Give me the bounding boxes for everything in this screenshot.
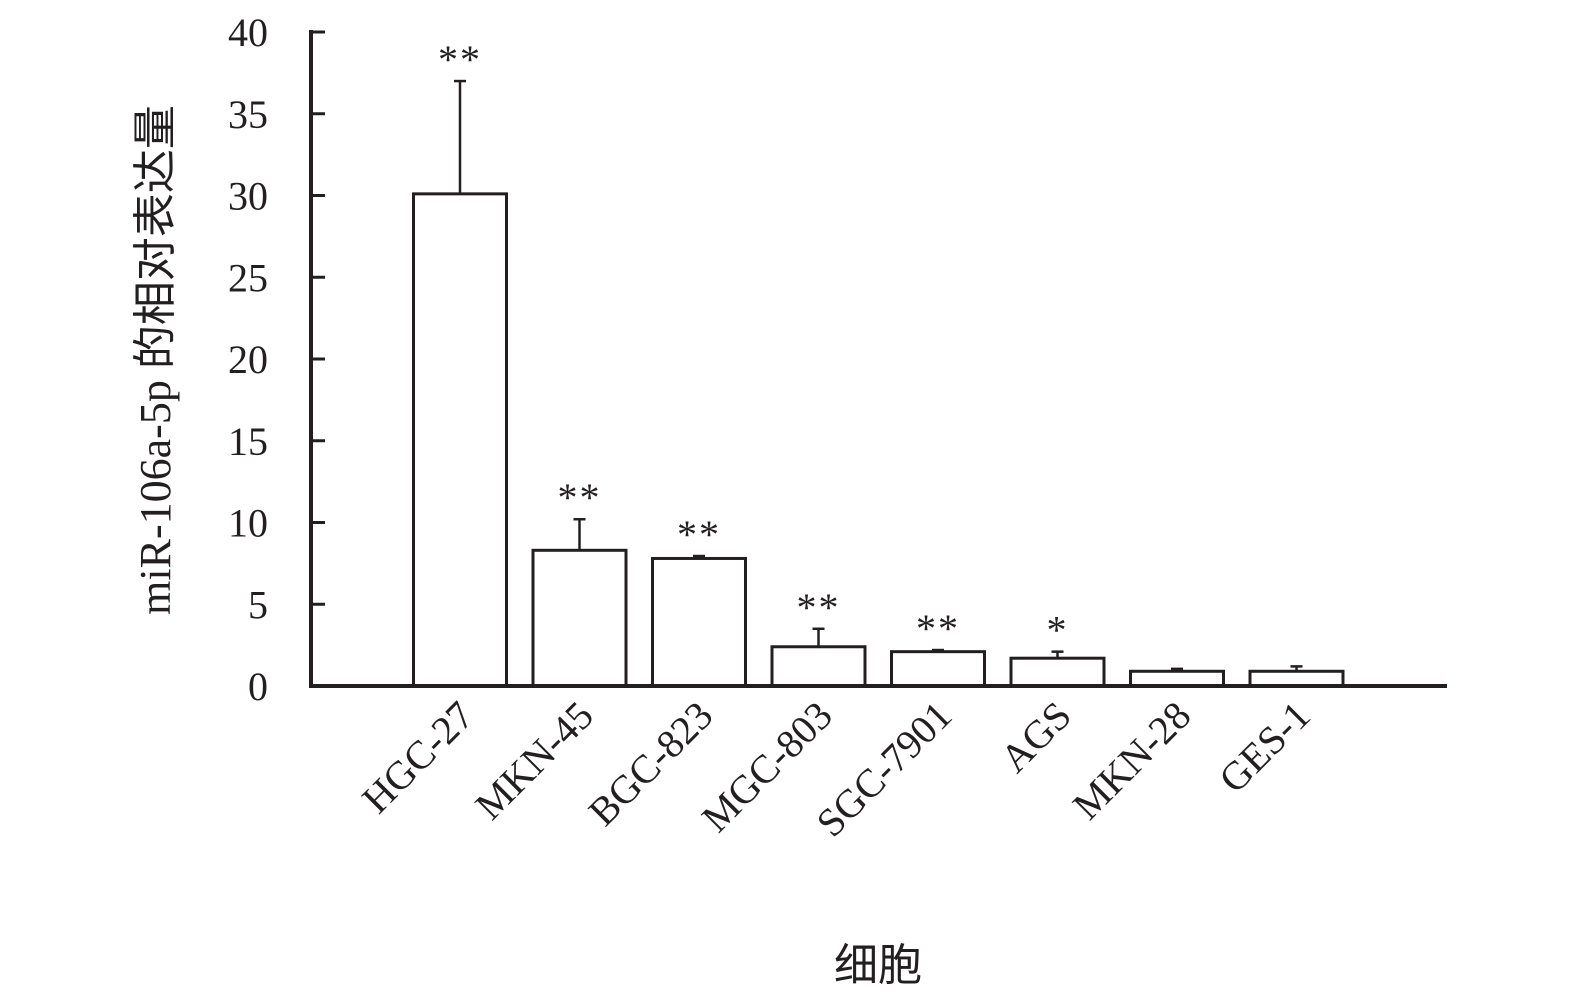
significance-mkn-45: ** xyxy=(558,475,602,520)
significance-hgc-27: ** xyxy=(438,37,482,82)
significance-group: ******** ** * xyxy=(438,37,1069,653)
significance-bgc-823: ** xyxy=(677,512,721,557)
y-tick-label: 20 xyxy=(228,337,268,382)
y-tick-label: 35 xyxy=(228,92,268,137)
x-category-label: MKN-45 xyxy=(466,693,602,829)
bar-mkn-45 xyxy=(531,548,628,688)
x-category-label: MKN-28 xyxy=(1064,693,1200,829)
x-category-label: GES-1 xyxy=(1210,693,1319,802)
x-category-label: AGS xyxy=(991,693,1079,781)
y-tick-label: 5 xyxy=(248,582,268,627)
y-tick-label: 30 xyxy=(228,174,268,219)
bar-mkn-28 xyxy=(1129,669,1225,688)
bar-hgc-27 xyxy=(412,192,508,688)
y-tick-label: 25 xyxy=(228,255,268,300)
bars-group xyxy=(412,192,1345,688)
y-tick-label: 10 xyxy=(228,501,268,546)
bar-sgc-7901 xyxy=(890,650,986,688)
bar-mgc-803 xyxy=(770,645,867,688)
y-tick-label: 15 xyxy=(228,419,268,464)
significance-ags: * xyxy=(1047,608,1069,653)
y-axis-ticks: 0 5 10 15 20 25 30 35 40 xyxy=(228,10,325,709)
bar-ges-1 xyxy=(1248,669,1345,688)
significance-mgc-803: ** xyxy=(797,585,841,630)
y-tick-label: 40 xyxy=(228,10,268,55)
y-axis-title: miR-106a-5p 的相对表达量 xyxy=(131,105,180,615)
significance-sgc-7901: ** xyxy=(916,606,960,651)
bar-bgc-823 xyxy=(651,556,747,688)
bar-ags xyxy=(1009,656,1106,688)
error-bars-group xyxy=(454,79,1303,672)
x-category-label: HGC-27 xyxy=(353,693,482,822)
y-tick-label: 0 xyxy=(248,664,268,709)
x-axis-title: 细胞 xyxy=(834,941,922,990)
